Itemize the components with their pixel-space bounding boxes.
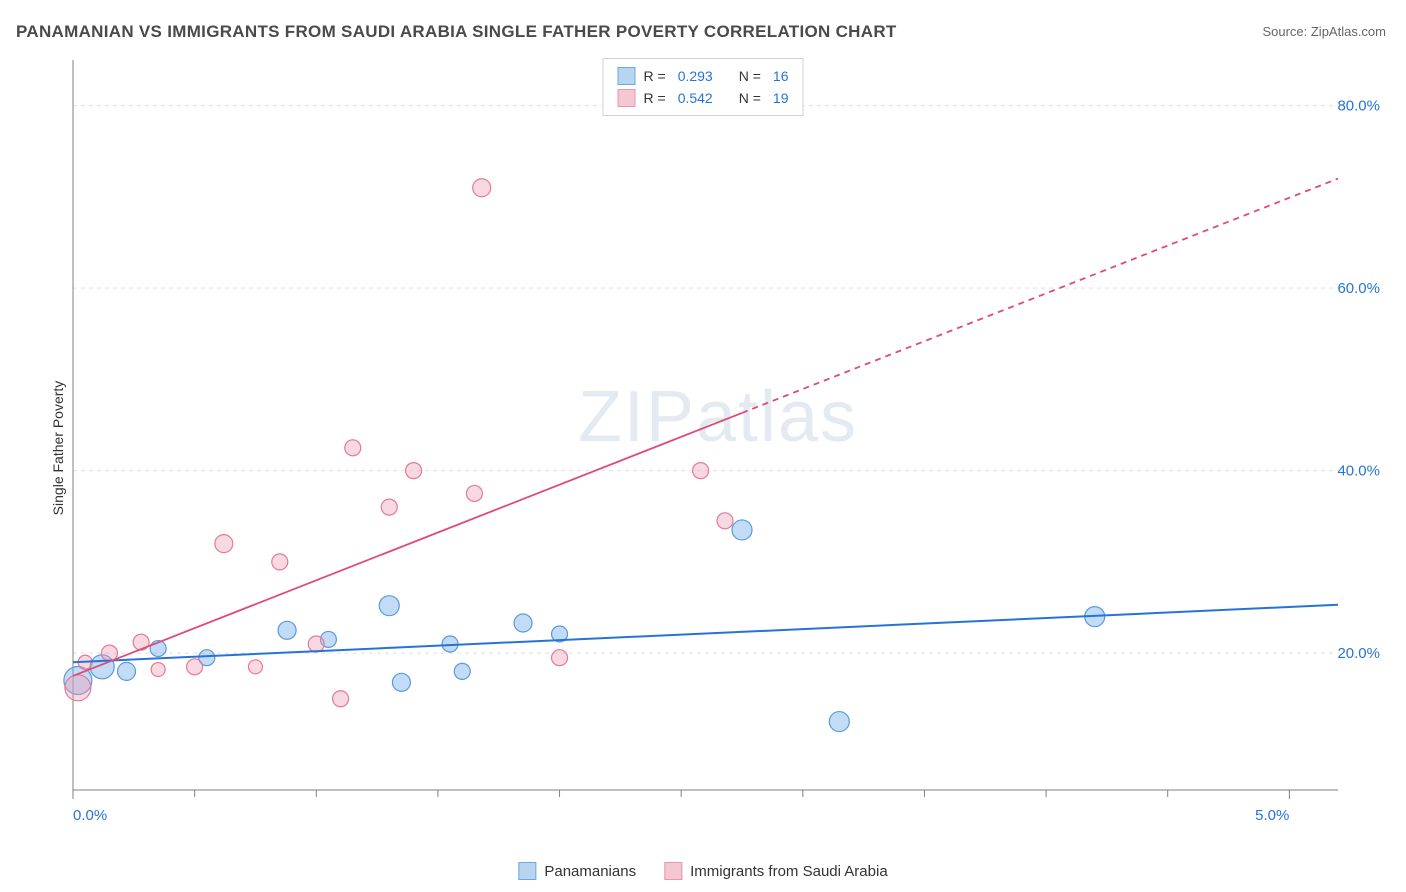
data-point	[693, 463, 709, 479]
data-point	[454, 663, 470, 679]
chart-container: PANAMANIAN VS IMMIGRANTS FROM SAUDI ARAB…	[0, 0, 1406, 892]
legend-series-label-1: Immigrants from Saudi Arabia	[690, 863, 888, 880]
legend-swatch-0	[618, 67, 636, 85]
legend-stats: R = 0.293 N = 16 R = 0.542 N = 19	[603, 58, 804, 116]
chart-svg: 20.0% 40.0% 60.0% 80.0% 0.0% 5.0%	[48, 50, 1388, 830]
legend-stats-row-0: R = 0.293 N = 16	[618, 65, 789, 87]
legend-series-item-0: Panamanians	[518, 862, 636, 880]
legend-r-val-0: 0.293	[678, 68, 713, 84]
legend-series: Panamanians Immigrants from Saudi Arabia	[518, 862, 887, 880]
source-name: ZipAtlas.com	[1311, 24, 1386, 39]
legend-series-swatch-1	[664, 862, 682, 880]
data-point	[514, 614, 532, 632]
regression-line-dashed	[742, 179, 1338, 413]
legend-series-swatch-0	[518, 862, 536, 880]
data-point	[65, 675, 91, 701]
data-point	[187, 659, 203, 675]
data-point	[406, 463, 422, 479]
data-point	[151, 663, 165, 677]
data-point	[552, 650, 568, 666]
legend-swatch-1	[618, 89, 636, 107]
data-point	[466, 485, 482, 501]
data-point	[278, 621, 296, 639]
data-point	[392, 673, 410, 691]
data-point	[345, 440, 361, 456]
chart-title: PANAMANIAN VS IMMIGRANTS FROM SAUDI ARAB…	[16, 22, 897, 42]
data-point	[118, 662, 136, 680]
data-point	[829, 712, 849, 732]
data-point	[732, 520, 752, 540]
y-tick-label: 60.0%	[1337, 280, 1380, 297]
legend-n-val-1: 19	[773, 90, 789, 106]
y-tick-label: 80.0%	[1337, 98, 1380, 115]
data-point	[379, 596, 399, 616]
x-tick-label: 0.0%	[73, 807, 107, 824]
source-label: Source: ZipAtlas.com	[1262, 24, 1386, 39]
data-point	[215, 535, 233, 553]
legend-n-val-0: 16	[773, 68, 789, 84]
y-tick-label: 40.0%	[1337, 463, 1380, 480]
legend-series-label-0: Panamanians	[544, 863, 636, 880]
legend-n-label-1: N =	[739, 90, 761, 106]
source-prefix: Source:	[1262, 24, 1310, 39]
data-point	[333, 691, 349, 707]
data-point	[717, 513, 733, 529]
y-tick-label: 20.0%	[1337, 645, 1380, 662]
legend-n-label-0: N =	[739, 68, 761, 84]
legend-r-val-1: 0.542	[678, 90, 713, 106]
data-point	[381, 499, 397, 515]
data-point	[272, 554, 288, 570]
data-point	[308, 636, 324, 652]
plot-area: Single Father Poverty ZIPatlas 20.0%40.0…	[48, 50, 1388, 830]
regression-line	[73, 605, 1338, 662]
legend-series-item-1: Immigrants from Saudi Arabia	[664, 862, 888, 880]
legend-r-label-0: R =	[644, 68, 666, 84]
legend-stats-row-1: R = 0.542 N = 19	[618, 87, 789, 109]
legend-r-label-1: R =	[644, 90, 666, 106]
data-point	[473, 179, 491, 197]
x-tick-label: 5.0%	[1255, 807, 1289, 824]
data-point	[248, 660, 262, 674]
